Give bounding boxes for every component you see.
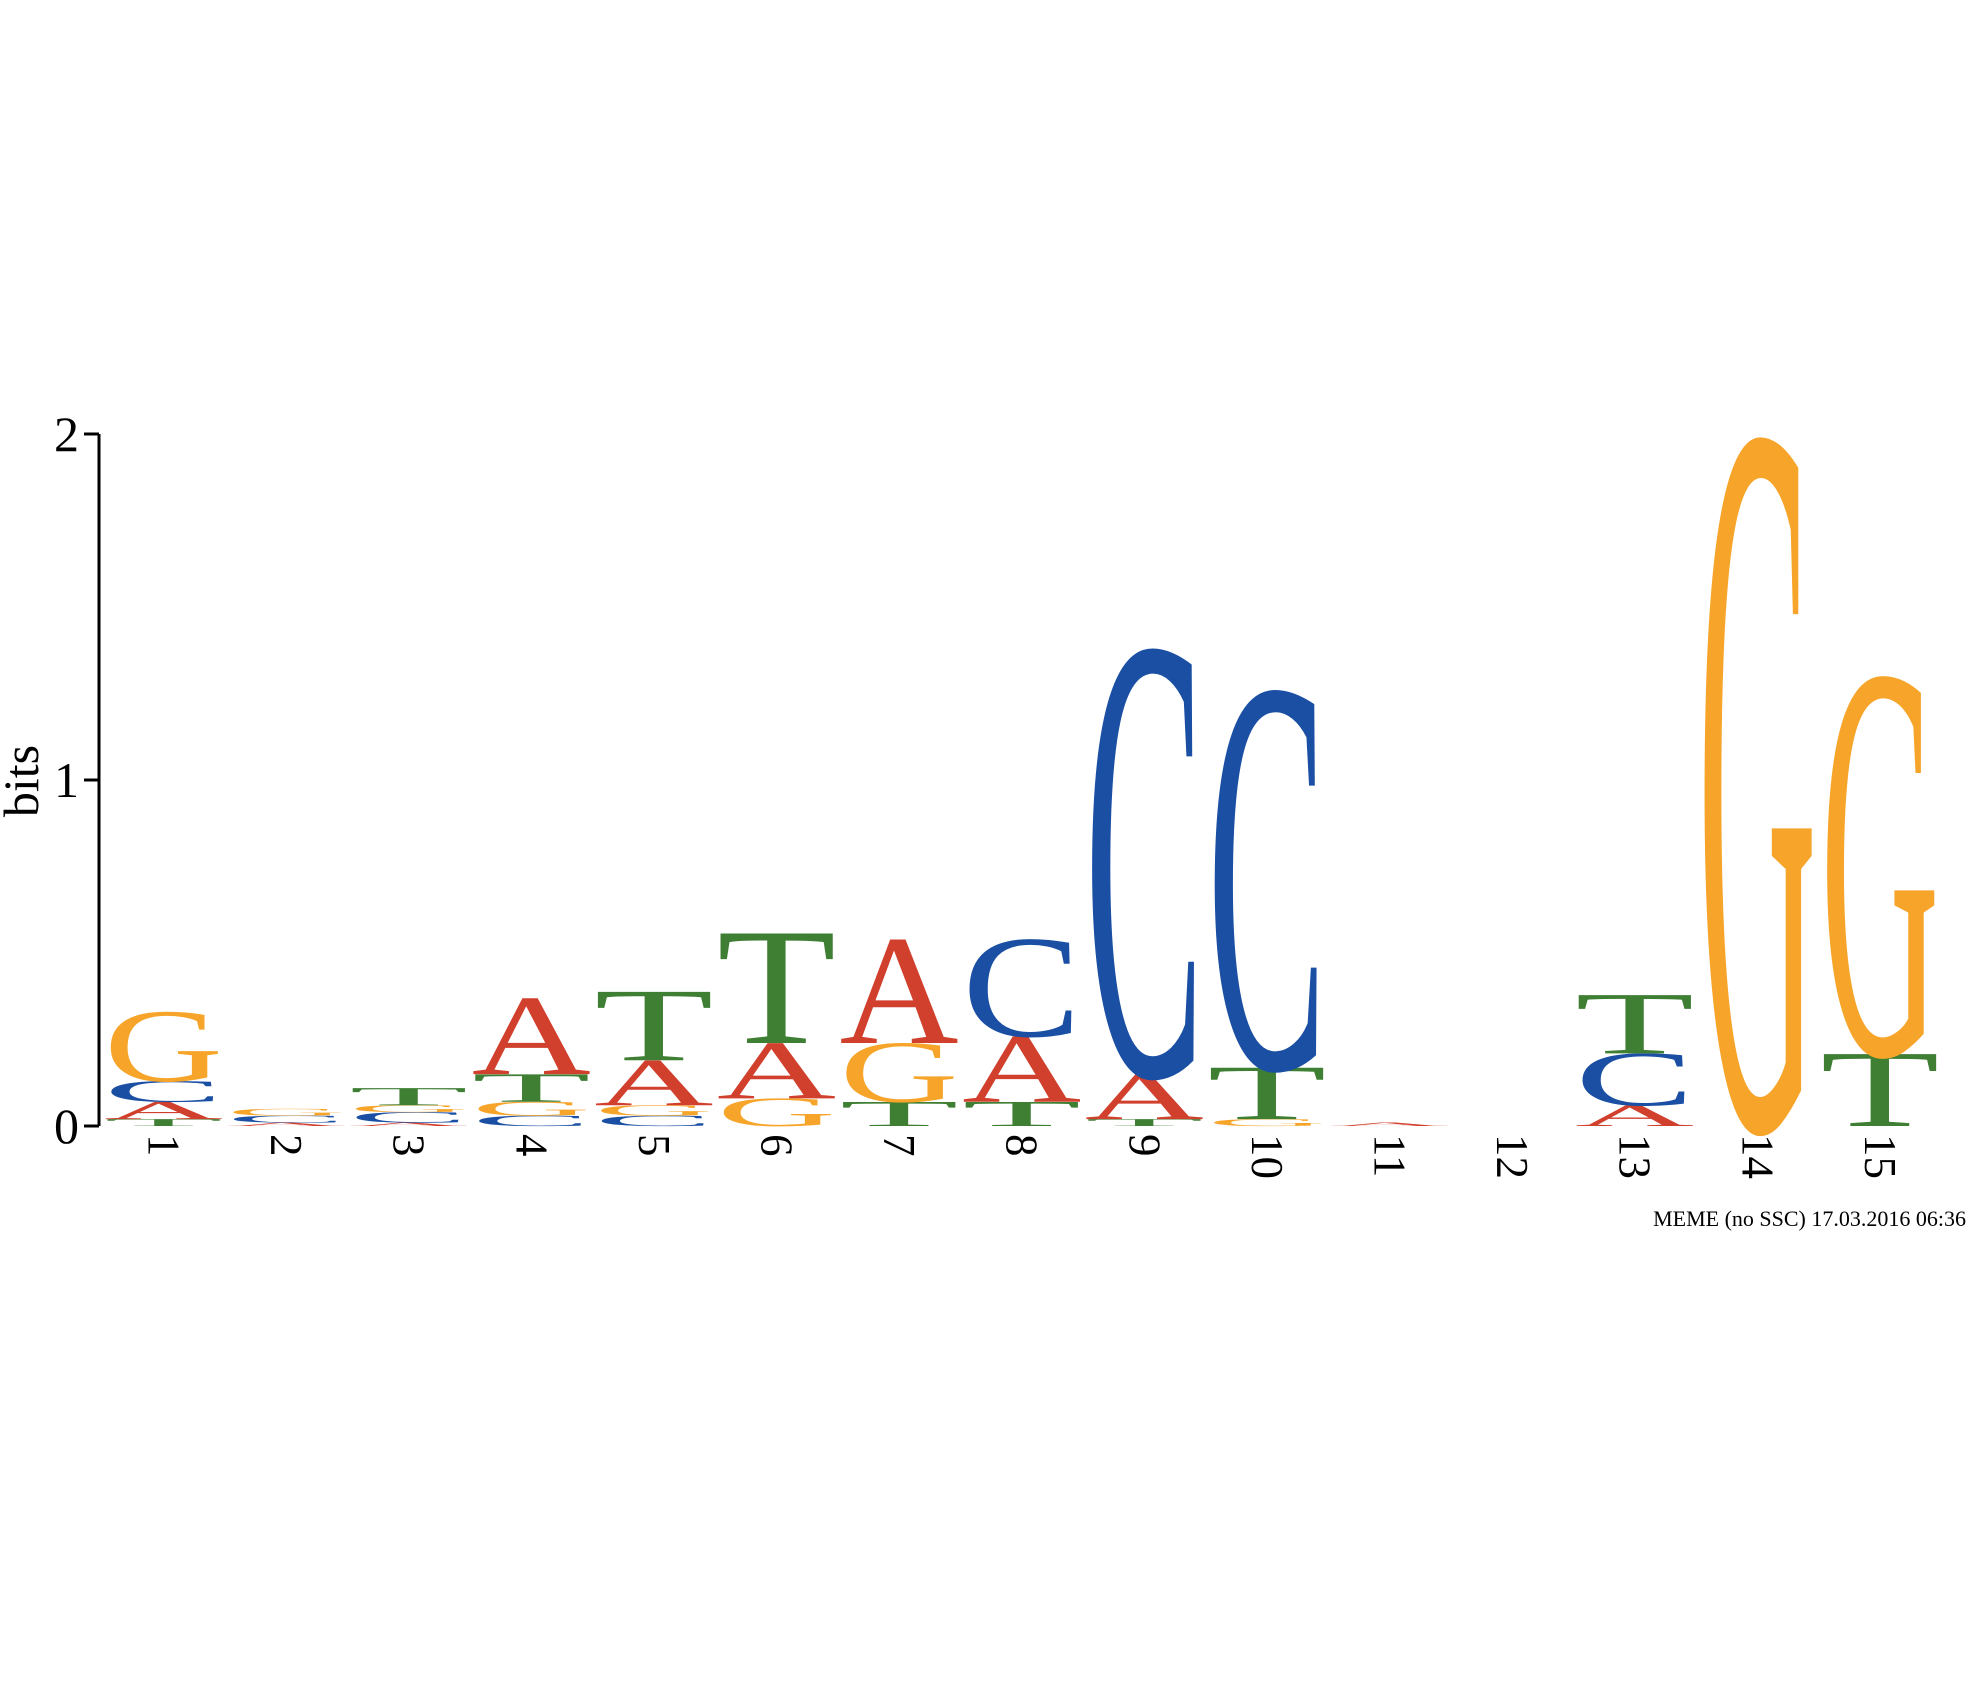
x-tick-label: 8	[997, 1134, 1047, 1157]
x-tick-label: 13	[1610, 1134, 1660, 1179]
logo-letter: G	[1207, 1117, 1326, 1129]
logo-letter: C	[1207, 561, 1326, 1191]
x-tick-label: 5	[629, 1134, 679, 1157]
logo-letter: C	[962, 907, 1081, 1068]
x-tick-label: 14	[1732, 1134, 1782, 1179]
logo-letter: T	[1575, 974, 1694, 1073]
logo-letter: C	[1085, 503, 1204, 1214]
x-tick-label: 10	[1242, 1134, 1292, 1179]
logo-letter: G	[472, 1097, 591, 1120]
logo-letter: A	[1085, 1059, 1204, 1134]
footer: MEME (no SSC) 17.03.2016 06:36	[1653, 1206, 1966, 1231]
logo-letter: G	[349, 1103, 468, 1115]
logo-letter: C	[594, 1112, 713, 1129]
logo-letter: A	[594, 1045, 713, 1120]
logo-letter: A	[349, 1121, 468, 1127]
logo-letter: A	[1575, 1098, 1694, 1133]
logo-letter: T	[1207, 1050, 1326, 1137]
logo-letter: G	[594, 1102, 713, 1119]
logo-letter: T	[962, 1094, 1081, 1134]
x-tick-label: 2	[261, 1134, 311, 1157]
logo-letter: C	[472, 1112, 591, 1129]
x-tick-label: 12	[1487, 1134, 1537, 1179]
logo-letter: G	[1698, 200, 1817, 1352]
logo-letter: G	[717, 1089, 836, 1135]
logo-letter: C	[227, 1113, 346, 1125]
logo-letter: A	[717, 1025, 836, 1117]
logo-letter: C	[1575, 1035, 1694, 1122]
logo-letter: T	[349, 1082, 468, 1111]
logo-letter: G	[1820, 545, 1939, 1177]
logo-letter: T	[717, 895, 836, 1080]
y-tick-label: 0	[54, 1098, 79, 1154]
x-tick-label: 11	[1365, 1134, 1415, 1177]
y-tick-label: 1	[54, 752, 79, 808]
y-tick-label: 2	[54, 406, 79, 462]
y-axis-label: bits	[0, 745, 49, 817]
x-tick-label: 3	[384, 1134, 434, 1157]
x-tick-label: 1	[139, 1134, 189, 1157]
logo-letter: C	[349, 1109, 468, 1126]
logo-letter: A	[840, 904, 959, 1078]
x-tick-label: 7	[874, 1134, 924, 1157]
x-tick-label: 9	[1119, 1134, 1169, 1157]
x-tick-label: 4	[506, 1134, 556, 1157]
logo-letter: T	[594, 967, 713, 1083]
logo-letter: T	[1085, 1117, 1204, 1129]
logo-letter: A	[962, 1014, 1081, 1123]
logo-letter: C	[104, 1074, 223, 1109]
x-tick-label: 15	[1855, 1134, 1905, 1179]
logo-letter: T	[1820, 1029, 1939, 1150]
logo-letter: G	[227, 1106, 346, 1118]
logo-letter: T	[104, 1117, 223, 1129]
logo-letter: T	[840, 1094, 959, 1134]
logo-letter: A	[104, 1096, 223, 1125]
x-tick-label: 6	[752, 1134, 802, 1157]
logo-letter: G	[104, 988, 223, 1104]
logo-letter: A	[1330, 1121, 1449, 1127]
logo-letter: T	[472, 1065, 591, 1111]
logo-letter: G	[840, 1023, 959, 1122]
logo-letter: A	[227, 1121, 346, 1127]
logo-letter: A	[472, 971, 591, 1099]
